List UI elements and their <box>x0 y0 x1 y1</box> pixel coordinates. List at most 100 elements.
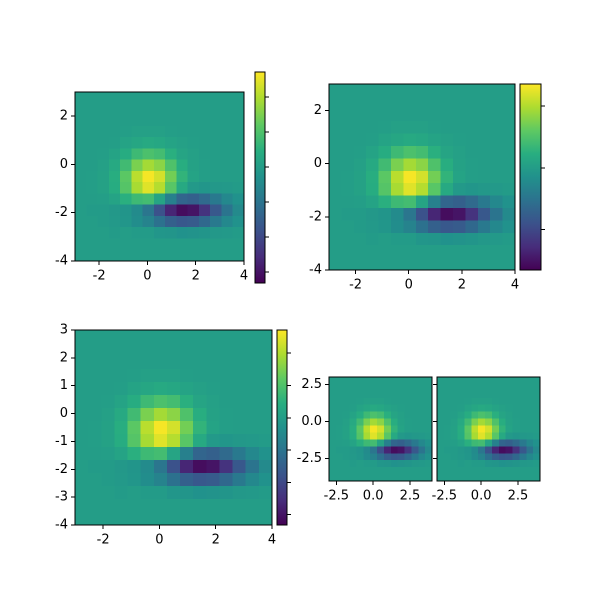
heatmap-cell <box>329 432 337 440</box>
heatmap-cell <box>391 158 404 172</box>
heatmap-cell <box>86 182 99 194</box>
heatmap-cell <box>153 512 168 526</box>
heatmap-cell <box>349 432 357 440</box>
heatmap-cell <box>142 159 155 172</box>
heatmap-cell <box>101 330 115 344</box>
heatmap-cell <box>464 404 472 413</box>
heatmap-cell <box>437 390 445 399</box>
heatmap-cell <box>485 467 493 475</box>
heatmap-cell <box>166 382 181 396</box>
heatmap-cell <box>485 453 493 461</box>
heatmap-cell <box>465 245 479 259</box>
heatmap-cell <box>366 257 380 271</box>
heatmap-cell <box>329 133 342 147</box>
heatmap-cell <box>440 183 454 197</box>
heatmap-cell <box>440 245 454 259</box>
heatmap-cell <box>342 390 351 399</box>
heatmap-cell <box>465 108 479 122</box>
heatmap-cell <box>180 330 194 344</box>
heatmap-cell <box>397 439 406 447</box>
heatmap-cell <box>140 330 155 344</box>
heatmap-cell <box>153 92 166 104</box>
heatmap-cell <box>140 499 155 513</box>
heatmap-cell <box>397 411 406 420</box>
heatmap-cell <box>258 369 273 383</box>
heatmap-cell <box>258 499 273 513</box>
heatmap-cell <box>383 474 392 482</box>
heatmap-cell <box>75 512 89 526</box>
heatmap-cell <box>477 220 491 234</box>
heatmap-cell <box>88 421 102 435</box>
heatmap-cell <box>437 432 445 440</box>
heatmap-cell <box>383 460 392 468</box>
heatmap-cell <box>166 447 181 461</box>
heatmap-cell <box>88 486 102 500</box>
heatmap-cell <box>221 137 234 149</box>
heatmap-cell <box>403 170 417 184</box>
heatmap-cell <box>258 434 273 448</box>
heatmap-cell <box>108 249 121 262</box>
heatmap-cell <box>101 473 115 487</box>
heatmap-cell <box>232 486 247 500</box>
heatmap-cell <box>391 208 404 221</box>
y-tick-label: 3 <box>60 323 68 338</box>
heatmap-cell <box>335 460 344 468</box>
heatmap-cell <box>390 474 399 482</box>
heatmap-cell <box>465 133 479 147</box>
heatmap-cell <box>440 108 454 122</box>
heatmap-cell <box>75 215 87 228</box>
heatmap-cell <box>180 382 194 396</box>
heatmap-cell <box>176 215 189 228</box>
heatmap-cell <box>193 512 207 526</box>
heatmap-cell <box>127 421 142 435</box>
heatmap-cell <box>366 96 380 110</box>
heatmap-cell <box>166 356 181 370</box>
heatmap-cell <box>120 204 132 217</box>
heatmap-cell <box>232 499 247 513</box>
heatmap-cell <box>97 227 110 239</box>
heatmap-cell <box>428 257 442 271</box>
heatmap-cell <box>478 397 486 406</box>
y-tick-label: 0 <box>60 406 68 421</box>
heatmap-cell <box>440 133 454 147</box>
heatmap-cell <box>377 467 385 475</box>
heatmap-cell <box>485 377 493 385</box>
heatmap-cell <box>498 418 507 427</box>
heatmap-cell <box>219 395 234 409</box>
x-tick-label: 0 <box>155 533 163 548</box>
heatmap-cell <box>491 397 500 406</box>
heatmap-cell <box>86 193 99 206</box>
heatmap-cell <box>403 245 417 259</box>
heatmap-cell <box>127 356 142 370</box>
heatmap-cell <box>101 382 115 396</box>
heatmap-cell <box>180 369 194 383</box>
heatmap-cell <box>101 434 115 448</box>
heatmap-cell <box>232 137 245 149</box>
y-tick-label: -2.5 <box>297 451 322 466</box>
heatmap-cell <box>377 377 385 385</box>
heatmap-cell <box>342 467 351 475</box>
heatmap-cell <box>353 220 367 234</box>
heatmap-cell <box>491 390 500 399</box>
axes-frame <box>436 376 541 482</box>
heatmap-cell <box>502 146 516 159</box>
heatmap-cell <box>490 96 504 110</box>
heatmap-cell <box>349 397 357 406</box>
heatmap-cell <box>519 411 527 420</box>
heatmap-cell <box>505 474 514 482</box>
heatmap-cell <box>366 108 380 122</box>
heatmap-cell <box>477 183 491 197</box>
heatmap-cell <box>176 227 189 239</box>
heatmap-cell <box>464 411 472 420</box>
heatmap-cell <box>391 170 404 184</box>
heatmap-cell <box>404 383 412 392</box>
heatmap-cell <box>425 446 433 454</box>
heatmap-cell <box>415 220 429 234</box>
heatmap-cell <box>153 473 168 487</box>
heatmap-cell <box>120 193 132 206</box>
heatmap-cell <box>526 439 534 447</box>
heatmap-cell <box>341 195 355 209</box>
heatmap-cell <box>450 439 459 447</box>
heatmap-cell <box>491 439 500 447</box>
heatmap-cell <box>457 404 465 413</box>
